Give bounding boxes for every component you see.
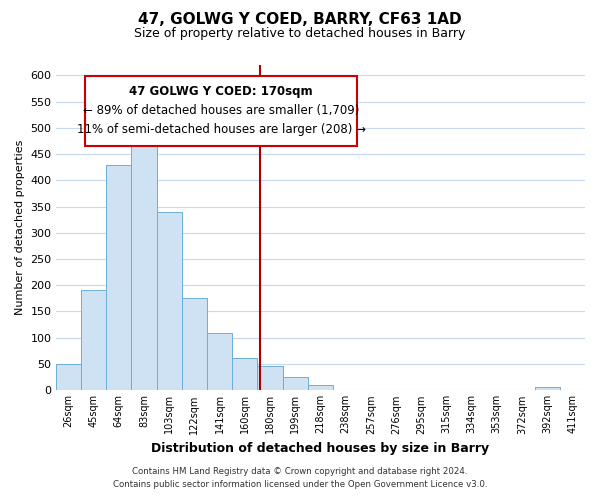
Bar (182, 298, 207, 390)
Bar (283, 377, 308, 390)
Text: 47, GOLWG Y COED, BARRY, CF63 1AD: 47, GOLWG Y COED, BARRY, CF63 1AD (138, 12, 462, 28)
Bar (81, 290, 106, 390)
Text: 11% of semi-detached houses are larger (208) →: 11% of semi-detached houses are larger (… (77, 124, 366, 136)
Bar (232, 358, 257, 390)
Text: ← 89% of detached houses are smaller (1,709): ← 89% of detached houses are smaller (1,… (83, 104, 359, 117)
Text: 47 GOLWG Y COED: 170sqm: 47 GOLWG Y COED: 170sqm (130, 84, 313, 98)
Bar (157, 212, 182, 390)
Bar (106, 164, 131, 390)
FancyBboxPatch shape (85, 76, 358, 146)
X-axis label: Distribution of detached houses by size in Barry: Distribution of detached houses by size … (151, 442, 490, 455)
Bar (56, 364, 81, 390)
Y-axis label: Number of detached properties: Number of detached properties (15, 140, 25, 315)
Text: Contains HM Land Registry data © Crown copyright and database right 2024.
Contai: Contains HM Land Registry data © Crown c… (113, 468, 487, 489)
Bar (131, 141, 157, 390)
Bar (535, 387, 560, 390)
Text: Size of property relative to detached houses in Barry: Size of property relative to detached ho… (134, 28, 466, 40)
Bar (257, 366, 283, 390)
Bar (207, 334, 232, 390)
Bar (308, 385, 333, 390)
